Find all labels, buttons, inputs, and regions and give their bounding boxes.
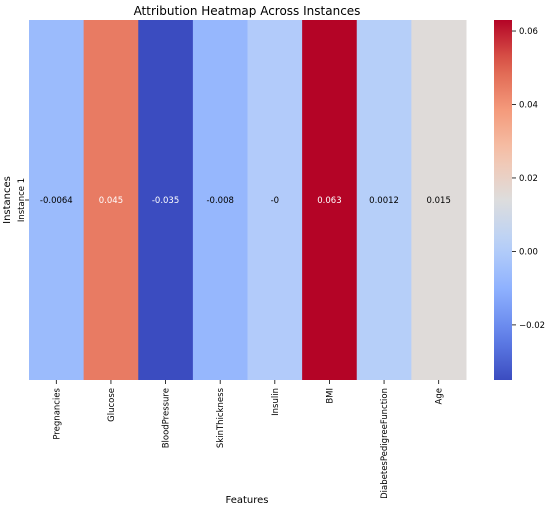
heatmap-cell bbox=[302, 20, 358, 380]
heatmap-cell bbox=[411, 20, 467, 380]
cell-value-label: 0.0012 bbox=[369, 196, 399, 206]
cell-value-label: 0.015 bbox=[427, 196, 451, 206]
x-axis-label: Features bbox=[226, 495, 269, 506]
x-tick-label: Insulin bbox=[271, 388, 281, 416]
colorbar-tick-label: 0.06 bbox=[519, 27, 538, 37]
heatmap-cell bbox=[138, 20, 194, 380]
heatmap-cell bbox=[247, 20, 303, 380]
y-axis-label: Instances bbox=[2, 176, 13, 224]
x-axis-ticks: Pregnancies Glucose BloodPressure SkinThick… bbox=[52, 380, 445, 499]
heatmap-cell bbox=[192, 20, 249, 380]
x-tick-label: Age bbox=[435, 388, 445, 404]
heatmap-cell-labels: -0.0064 0.045 -0.035 -0.008 -0 0.063 0.0012 0.0… bbox=[40, 196, 451, 206]
heatmap-cell bbox=[29, 20, 85, 380]
cell-value-label: 0.045 bbox=[99, 196, 123, 206]
x-tick-label: SkinThickness bbox=[216, 387, 226, 448]
cell-value-label: -0.035 bbox=[152, 196, 179, 206]
y-tick-label: Instance 1 bbox=[17, 178, 27, 222]
chart-title: Attribution Heatmap Across Instances bbox=[134, 4, 361, 18]
colorbar-tick-label: 0.00 bbox=[519, 247, 538, 257]
heatmap-cell bbox=[83, 20, 139, 380]
x-tick-label: BMI bbox=[325, 388, 335, 404]
colorbar-tick-label: 0.04 bbox=[519, 100, 538, 110]
x-tick-label: Glucose bbox=[107, 388, 117, 422]
colorbar-scale bbox=[494, 20, 512, 380]
y-axis-ticks: Instance 1 bbox=[17, 178, 29, 222]
colorbar: −0.02 0.00 0.02 0.04 0.06 bbox=[494, 20, 545, 380]
heatmap-cell bbox=[356, 20, 412, 380]
heatmap-cells bbox=[29, 20, 467, 380]
colorbar-tick-label: −0.02 bbox=[519, 321, 545, 331]
x-tick-label: Pregnancies bbox=[52, 387, 62, 439]
x-tick-label: DiabetesPedigreeFunction bbox=[380, 388, 390, 499]
cell-value-label: -0.0064 bbox=[40, 196, 73, 206]
cell-value-label: -0 bbox=[271, 196, 279, 206]
cell-value-label: 0.063 bbox=[317, 196, 341, 206]
colorbar-tick-label: 0.02 bbox=[519, 174, 538, 184]
cell-value-label: -0.008 bbox=[206, 196, 233, 206]
x-tick-label: BloodPressure bbox=[162, 388, 172, 448]
